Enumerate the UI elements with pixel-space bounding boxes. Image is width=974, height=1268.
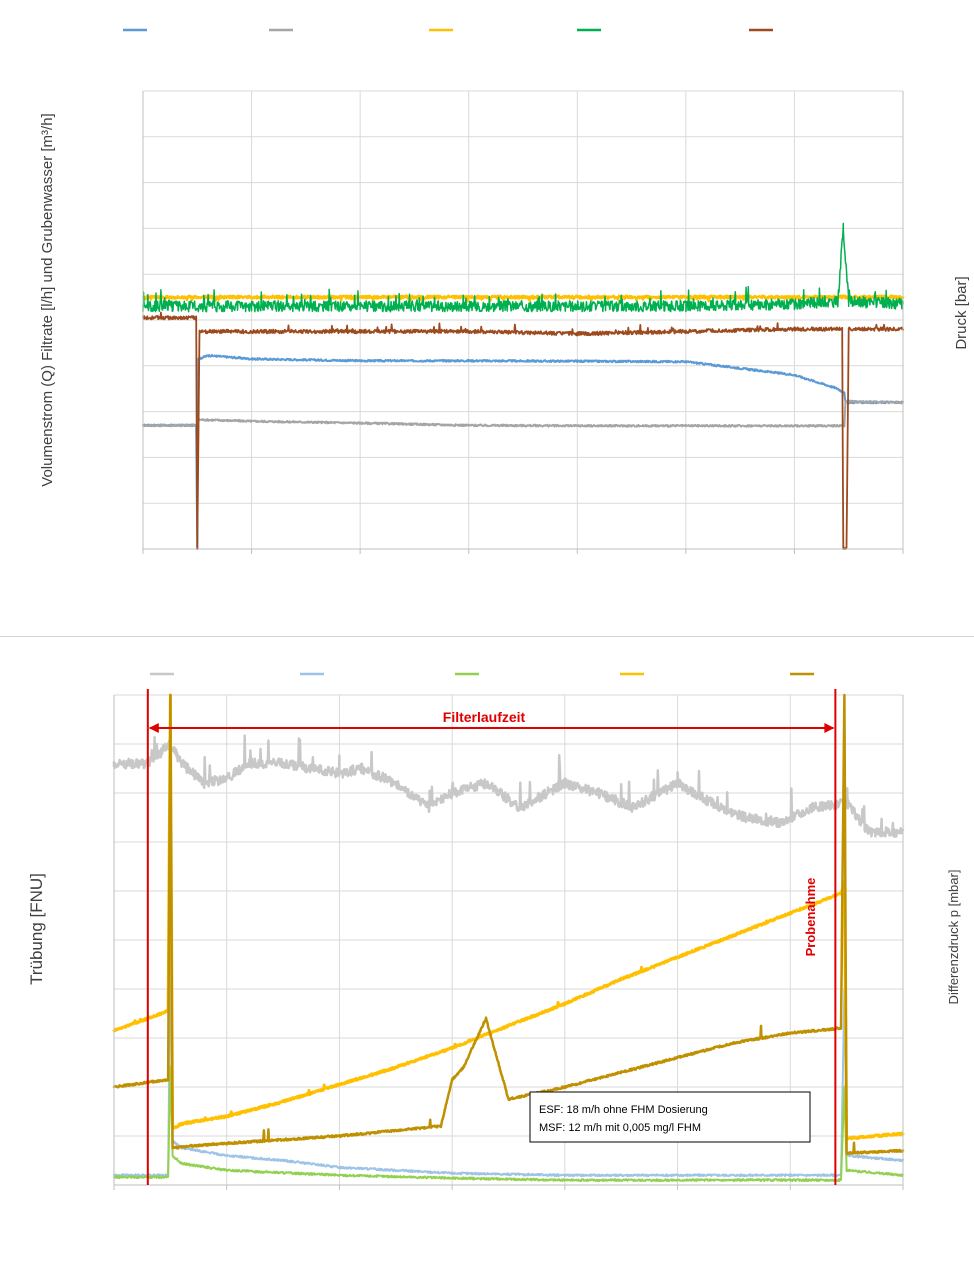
- bottom-chart-annotations: Filterlaufzeit Probenahme ESF: 18 m/h oh…: [146, 689, 837, 1185]
- top-chart-svg: Volumenstrom (Q) Filtrate [l/h] und Grub…: [39, 28, 970, 554]
- series-line-1: [142, 353, 904, 550]
- annotation-box-line2: MSF: 12 m/h mit 0,005 mg/l FHM: [539, 1122, 701, 1134]
- annotation-box: [529, 1091, 811, 1143]
- filterlaufzeit-label: Filterlaufzeit: [443, 709, 526, 725]
- bottom-chart-series: [112, 693, 905, 1183]
- bottom-chart-svg: Filterlaufzeit Probenahme ESF: 18 m/h oh…: [27, 672, 961, 1190]
- series-line-2: [113, 953, 904, 1178]
- series-line-4: [142, 222, 904, 313]
- chart-divider: [0, 636, 974, 637]
- filterlaufzeit-arrow-head-left: [148, 723, 159, 733]
- series-line-5: [142, 311, 904, 550]
- series-line-4: [112, 693, 905, 1141]
- top-chart-panel: Volumenstrom (Q) Filtrate [l/h] und Grub…: [39, 28, 970, 554]
- top-chart-series: [141, 222, 905, 550]
- top-y-axis-label: Volumenstrom (Q) Filtrate [l/h] und Grub…: [39, 113, 56, 486]
- bottom-chart-axes: [113, 695, 904, 1190]
- top-chart-gridlines: [143, 90, 903, 550]
- series-line-3: [113, 1065, 904, 1183]
- top-chart-axes: [142, 91, 904, 554]
- top-y2-axis-label: Druck [bar]: [953, 276, 970, 349]
- bottom-y2-axis-label: Differenzdruck p [mbar]: [946, 870, 961, 1005]
- series-line-5: [112, 693, 905, 1155]
- series-line-1: [112, 734, 905, 838]
- annotation-box-line1: ESF: 18 m/h ohne FHM Dosierung: [539, 1104, 708, 1116]
- probenahme-label: Probenahme: [803, 878, 818, 957]
- bottom-y-axis-label: Trübung [FNU]: [27, 873, 46, 985]
- filterlaufzeit-arrow-head-right: [824, 723, 835, 733]
- series-line-2: [142, 399, 904, 428]
- series-line-3: [141, 294, 905, 303]
- bottom-chart-panel: Filterlaufzeit Probenahme ESF: 18 m/h oh…: [0, 637, 974, 1268]
